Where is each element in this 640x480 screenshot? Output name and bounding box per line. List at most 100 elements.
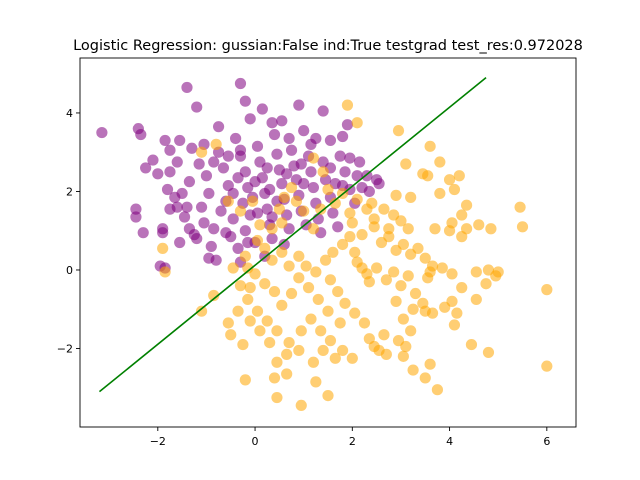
scatter-point: [363, 276, 375, 288]
scatter-point: [400, 158, 412, 170]
scatter-point: [271, 356, 283, 368]
scatter-point: [300, 260, 312, 272]
scatter-point: [268, 285, 281, 298]
scatter-point: [312, 293, 324, 306]
scatter-point: [276, 217, 288, 229]
y-tick-label: 2: [66, 185, 73, 198]
scatter-point: [424, 358, 436, 370]
scatter-point: [319, 254, 332, 266]
scatter-point: [405, 191, 417, 203]
scatter-point: [446, 268, 458, 280]
scatter-point: [268, 128, 281, 141]
scatter-point: [312, 213, 324, 225]
scatter-point: [356, 262, 368, 274]
scatter-point: [351, 117, 363, 129]
scatter-point: [249, 176, 261, 188]
scatter-point: [336, 130, 349, 143]
scatter-point: [261, 315, 273, 327]
scatter-point: [164, 166, 176, 178]
scatter-point: [222, 150, 234, 162]
scatter-point: [130, 203, 142, 215]
scatter-point: [305, 166, 317, 178]
scatter-point: [356, 229, 368, 241]
scatter-point: [174, 134, 186, 147]
scatter-point: [412, 242, 424, 254]
scatter-point: [378, 329, 390, 341]
scatter-point: [285, 181, 298, 194]
scatter-point: [383, 231, 395, 243]
scatter-point: [276, 115, 288, 127]
scatter-point: [264, 337, 276, 349]
scatter-point: [373, 178, 385, 190]
scatter-point: [242, 293, 254, 306]
scatter-point: [230, 132, 242, 145]
scatter-point: [157, 223, 169, 235]
scatter-point: [239, 225, 251, 237]
scatter-point: [470, 266, 482, 278]
scatter-point: [310, 132, 322, 145]
scatter-point: [346, 217, 358, 229]
scatter-point: [191, 232, 203, 245]
scatter-point: [232, 172, 244, 184]
scatter-point: [208, 223, 220, 235]
scatter-point: [295, 325, 307, 337]
x-tick-label: 6: [543, 435, 550, 448]
scatter-point: [485, 223, 497, 235]
scatter-point: [195, 305, 208, 317]
x-tick-label: −2: [150, 435, 166, 448]
scatter-point: [285, 287, 298, 300]
scatter-point: [244, 282, 256, 294]
scatter-point: [251, 140, 264, 152]
scatter-point: [397, 238, 409, 251]
scatter-point: [285, 144, 298, 156]
scatter-point: [234, 77, 247, 90]
scatter-point: [234, 280, 247, 292]
scatter-point: [443, 174, 456, 186]
scatter-point: [222, 195, 234, 207]
scatter-point: [298, 178, 310, 190]
scatter-point: [237, 338, 249, 351]
scatter-point: [349, 307, 361, 319]
scatter-point: [186, 142, 198, 154]
scatter-point: [380, 348, 392, 360]
scatter-point: [195, 146, 208, 158]
scatter-point: [419, 252, 431, 264]
scatter-point: [152, 168, 164, 180]
scatter-point: [349, 246, 361, 258]
scatter-point: [302, 282, 315, 294]
scatter-point: [244, 315, 256, 327]
scatter-point: [305, 313, 317, 325]
scatter-point: [293, 272, 305, 284]
scatter-point: [273, 203, 285, 215]
scatter-point: [324, 134, 337, 147]
scatter-point: [482, 346, 495, 359]
scatter-point: [397, 350, 409, 362]
scatter-point: [259, 242, 271, 254]
scatter-point: [419, 372, 431, 384]
scatter-point: [322, 389, 334, 402]
scatter-point: [473, 219, 485, 231]
scatter-point: [193, 158, 205, 170]
scatter-point: [271, 148, 283, 160]
scatter-point: [317, 344, 329, 357]
scatter-point: [392, 125, 405, 137]
scatter-point: [171, 156, 183, 168]
scatter-point: [203, 187, 215, 200]
scatter-point: [448, 183, 461, 196]
scatter-point: [225, 329, 237, 341]
scatter-point: [217, 162, 230, 174]
scatter-point: [356, 181, 368, 194]
scatter-point: [465, 338, 478, 351]
scatter-point: [322, 305, 334, 317]
scatter-point: [220, 227, 232, 239]
scatter-point: [405, 325, 417, 337]
scatter-point: [183, 176, 196, 188]
scatter-point: [541, 360, 553, 372]
scatter-point: [334, 317, 346, 329]
scatter-point: [159, 266, 171, 278]
scatter-point: [239, 374, 251, 386]
scatter-point: [351, 193, 363, 205]
scatter-point: [256, 103, 268, 115]
scatter-point: [251, 207, 264, 219]
scatter-point: [174, 236, 186, 249]
